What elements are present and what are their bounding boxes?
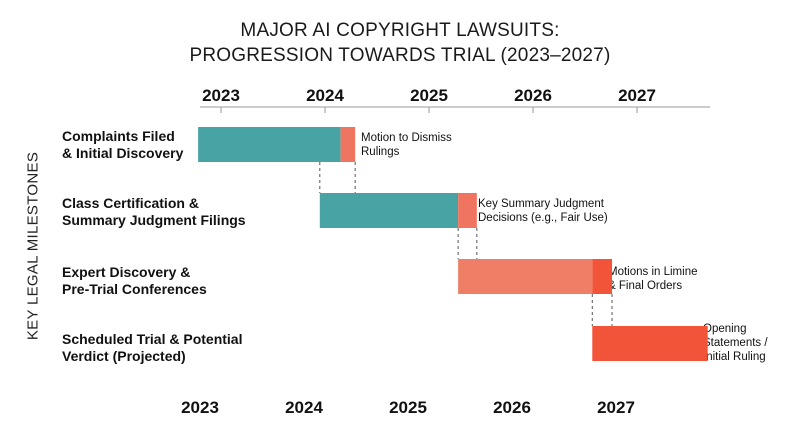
annotation-4-line-1: Opening xyxy=(703,323,747,335)
annotation-2: Key Summary Judgment Decisions (e.g., Fa… xyxy=(478,197,608,225)
bottom-tick-label-2025: 2025 xyxy=(389,398,427,417)
row-label-1: Complaints Filed & Initial Discovery xyxy=(62,128,183,162)
row-label-3-line-1: Expert Discovery & xyxy=(62,264,191,280)
annotation-1-line-2: Rulings xyxy=(361,146,400,158)
bar-row-4-segment-1 xyxy=(592,326,708,361)
top-tick-label-2023: 2023 xyxy=(202,86,240,105)
bottom-tick-label-2024: 2024 xyxy=(285,398,323,417)
row-label-3-line-2: Pre-Trial Conferences xyxy=(62,281,207,297)
annotation-1: Motion to Dismiss Rulings xyxy=(361,131,452,159)
row-label-2: Class Certification & Summary Judgment F… xyxy=(62,195,246,229)
row-label-3: Expert Discovery & Pre-Trial Conferences xyxy=(62,264,207,298)
top-tick-label-2026: 2026 xyxy=(514,86,552,105)
row-label-2-line-1: Class Certification & xyxy=(62,195,199,211)
annotation-2-line-1: Key Summary Judgment xyxy=(478,198,604,210)
bottom-tick-label-2027: 2027 xyxy=(597,398,635,417)
annotation-4-line-3: Initial Ruling xyxy=(703,351,766,363)
annotation-1-line-1: Motion to Dismiss xyxy=(361,132,452,144)
annotation-3-line-2: & Final Orders xyxy=(608,280,683,292)
bar-row-2-segment-1 xyxy=(319,193,459,228)
top-tick-label-2025: 2025 xyxy=(410,86,448,105)
row-label-2-line-2: Summary Judgment Filings xyxy=(62,212,246,228)
bottom-tick-label-2026: 2026 xyxy=(493,398,531,417)
bar-row-2-segment-2 xyxy=(458,193,477,228)
chart-title-line-2: PROGRESSION TOWARDS TRIAL (2023–2027) xyxy=(189,45,611,66)
row-label-4-line-1: Scheduled Trial & Potential xyxy=(62,331,243,347)
top-tick-label-2024: 2024 xyxy=(306,86,344,105)
row-label-4-line-2: Verdict (Projected) xyxy=(62,348,186,364)
top-tick-label-2027: 2027 xyxy=(618,86,656,105)
row-label-1-line-1: Complaints Filed xyxy=(62,128,175,144)
annotation-2-line-2: Decisions (e.g., Fair Use) xyxy=(478,212,608,224)
annotation-4-line-2: Statements / xyxy=(703,337,768,349)
annotation-4: Opening Statements / Initial Ruling xyxy=(703,322,768,364)
chart-title-line-1: MAJOR AI COPYRIGHT LAWSUITS: xyxy=(240,20,560,41)
bar-row-3-segment-2 xyxy=(592,259,613,294)
row-label-4: Scheduled Trial & Potential Verdict (Pro… xyxy=(62,331,242,365)
annotation-3-line-1: Motions in Limine xyxy=(608,266,698,278)
bottom-tick-label-2023: 2023 xyxy=(181,398,219,417)
row-label-1-line-2: & Initial Discovery xyxy=(62,145,184,161)
bar-row-1-segment-1 xyxy=(198,127,341,162)
bar-row-3-segment-1 xyxy=(458,259,593,294)
bar-row-1-segment-2 xyxy=(340,127,356,162)
annotation-3: Motions in Limine & Final Orders xyxy=(608,265,697,293)
